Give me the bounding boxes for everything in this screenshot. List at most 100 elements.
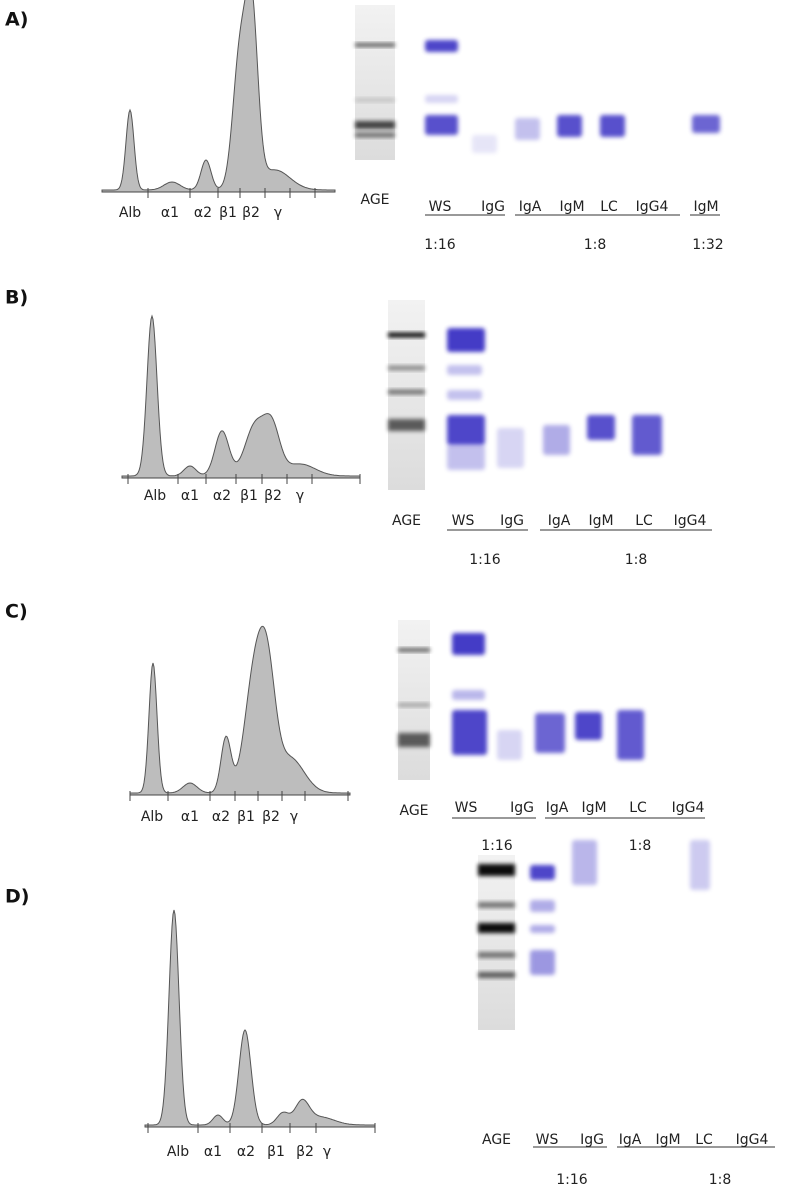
age-band	[355, 98, 395, 102]
age-band	[388, 419, 425, 431]
age-band	[388, 332, 425, 338]
age-band	[388, 365, 425, 371]
lane-label: IgG	[510, 800, 534, 816]
lane-label: IgM	[559, 199, 584, 215]
lane-label: IgM	[693, 199, 718, 215]
age-band	[398, 648, 430, 652]
fraction-label: β2	[296, 1144, 314, 1160]
panel-label: D)	[5, 886, 29, 908]
ifx-band	[632, 415, 662, 455]
densitogram	[121, 314, 361, 479]
lane-label: LC	[695, 1132, 713, 1148]
ifx-band	[600, 115, 625, 137]
age-band	[478, 923, 515, 933]
dilution-label: 1:8	[584, 237, 607, 253]
ifx-band	[557, 115, 582, 137]
dilution-label: 1:16	[469, 552, 501, 568]
lane-label: IgG	[500, 513, 524, 529]
fraction-label: γ	[290, 809, 298, 825]
fraction-label: γ	[296, 488, 304, 504]
lane-label: WS	[455, 800, 478, 816]
ifx-band	[530, 865, 555, 880]
age-gel	[398, 620, 430, 780]
lane-label: IgA	[546, 800, 569, 816]
fraction-label: β2	[242, 205, 260, 221]
ifx-band	[472, 135, 497, 153]
ifx-band	[497, 428, 524, 468]
densitogram	[129, 625, 351, 796]
lane-label: WS	[452, 513, 475, 529]
fraction-label: Alb	[141, 809, 163, 825]
densitogram	[144, 909, 376, 1128]
lane-label: LC	[600, 199, 618, 215]
ifx-band	[690, 840, 710, 890]
densitogram	[101, 0, 336, 193]
lane-label: LC	[635, 513, 653, 529]
fraction-label: β2	[262, 809, 280, 825]
ifx-band	[425, 115, 458, 135]
lane-label: WS	[536, 1132, 559, 1148]
ifx-band	[447, 328, 485, 352]
lane-label: IgG4	[636, 199, 669, 215]
age-band	[478, 952, 515, 958]
age-band	[355, 132, 395, 138]
fraction-label: Alb	[144, 488, 166, 504]
fraction-label: α2	[213, 488, 231, 504]
age-band	[478, 972, 515, 978]
age-band	[388, 389, 425, 395]
ifx-band	[497, 730, 522, 760]
ifx-band	[447, 390, 482, 400]
age-band	[355, 121, 395, 129]
age-band	[478, 902, 515, 908]
ifx-band	[530, 925, 555, 933]
dilution-label: 1:8	[629, 838, 652, 854]
ifx-band	[530, 900, 555, 912]
dilution-label: 1:16	[481, 838, 513, 854]
ifx-band	[447, 445, 485, 470]
lane-label: IgG	[580, 1132, 604, 1148]
panel-label: C)	[5, 601, 28, 623]
ifx-band	[515, 118, 540, 140]
ifx-band	[425, 40, 458, 52]
lane-label: LC	[629, 800, 647, 816]
age-band	[478, 864, 515, 876]
fraction-label: Alb	[167, 1144, 189, 1160]
ifx-band	[617, 710, 644, 760]
lane-label: IgG4	[672, 800, 705, 816]
dilution-label: 1:8	[709, 1172, 732, 1188]
lane-label: IgM	[588, 513, 613, 529]
age-band	[355, 43, 395, 47]
panel-label: A)	[5, 9, 28, 31]
ifx-band	[447, 415, 485, 445]
lane-label: IgG	[481, 199, 505, 215]
age-gel	[388, 300, 425, 490]
fraction-label: α2	[237, 1144, 255, 1160]
age-gel	[478, 855, 515, 1030]
fraction-label: α1	[204, 1144, 222, 1160]
lane-label: WS	[429, 199, 452, 215]
lane-label: IgA	[619, 1132, 642, 1148]
age-band	[398, 733, 430, 747]
fraction-label: α2	[194, 205, 212, 221]
ifx-band	[572, 840, 597, 885]
age-label: AGE	[399, 803, 428, 819]
lane-label: IgM	[655, 1132, 680, 1148]
ifx-band	[425, 95, 458, 103]
panel-label: B)	[5, 287, 28, 309]
dilution-label: 1:16	[424, 237, 456, 253]
ifx-band	[530, 950, 555, 975]
ifx-band	[452, 710, 487, 755]
fraction-label: β1	[267, 1144, 285, 1160]
fraction-label: α1	[161, 205, 179, 221]
dilution-label: 1:8	[625, 552, 648, 568]
lane-label: IgM	[581, 800, 606, 816]
lane-label: IgG4	[736, 1132, 769, 1148]
ifx-band	[535, 713, 565, 753]
dilution-label: 1:16	[556, 1172, 588, 1188]
ifx-band	[587, 415, 615, 440]
age-label: AGE	[482, 1132, 511, 1148]
fraction-label: α1	[181, 488, 199, 504]
ifx-band	[452, 690, 485, 700]
ifx-band	[452, 633, 485, 655]
age-label: AGE	[360, 192, 389, 208]
